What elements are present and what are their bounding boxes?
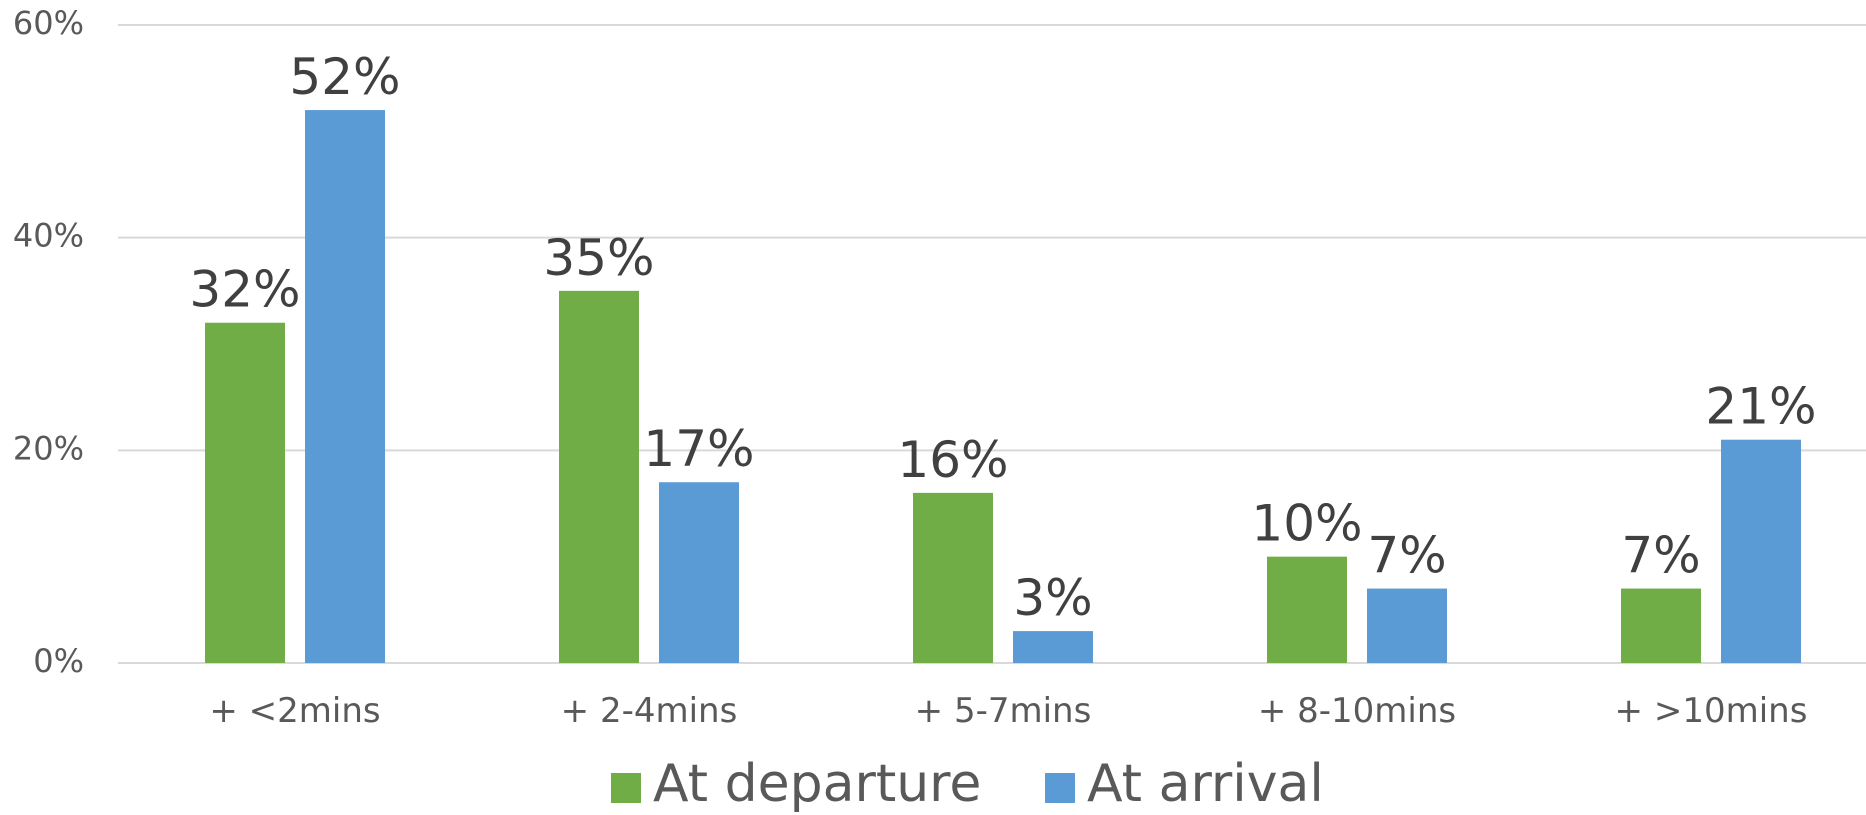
y-axis-tick-label: 60% bbox=[13, 4, 84, 42]
bar bbox=[305, 110, 385, 664]
x-axis-tick-label: + >10mins bbox=[1615, 691, 1808, 731]
data-label: 17% bbox=[643, 420, 754, 478]
data-label: 32% bbox=[189, 261, 300, 319]
x-axis-tick-label: + <2mins bbox=[209, 691, 380, 731]
legend-label: At arrival bbox=[1087, 754, 1324, 814]
x-axis-tick-label: + 5-7mins bbox=[915, 691, 1092, 731]
x-axis-tick-label: + 2-4mins bbox=[561, 691, 738, 731]
data-label: 7% bbox=[1621, 527, 1700, 585]
data-label: 16% bbox=[897, 431, 1008, 489]
y-axis-tick-label: 40% bbox=[13, 217, 84, 255]
data-labels: 32%52%35%17% 16%3%10%7% 7%21% bbox=[189, 48, 1816, 627]
bar bbox=[913, 492, 993, 663]
bars bbox=[205, 110, 1801, 664]
y-axis-tick-labels: 0% 20% 40% 60% bbox=[13, 4, 84, 680]
legend-swatch bbox=[611, 773, 641, 803]
legend: At departure At arrival bbox=[611, 754, 1324, 814]
bar bbox=[659, 482, 739, 663]
bar bbox=[1367, 588, 1447, 663]
y-axis-tick-label: 0% bbox=[33, 642, 84, 680]
x-axis-tick-label: + 8-10mins bbox=[1258, 691, 1456, 731]
data-label: 35% bbox=[543, 229, 654, 287]
y-axis-tick-label: 20% bbox=[13, 429, 84, 467]
bar bbox=[1267, 556, 1347, 663]
bar bbox=[1621, 588, 1701, 663]
data-label: 3% bbox=[1013, 569, 1092, 627]
data-label: 10% bbox=[1251, 495, 1362, 553]
legend-label: At departure bbox=[653, 754, 981, 814]
data-label: 7% bbox=[1367, 527, 1446, 585]
data-label: 52% bbox=[289, 48, 400, 106]
bar bbox=[1013, 631, 1093, 663]
bar bbox=[205, 322, 285, 663]
legend-swatch bbox=[1045, 773, 1075, 803]
data-label: 21% bbox=[1705, 378, 1816, 436]
bar bbox=[559, 290, 639, 663]
x-axis-tick-labels: + <2mins + 2-4mins + 5-7mins + 8-10mins + >1… bbox=[209, 691, 1807, 731]
bar bbox=[1721, 439, 1801, 663]
